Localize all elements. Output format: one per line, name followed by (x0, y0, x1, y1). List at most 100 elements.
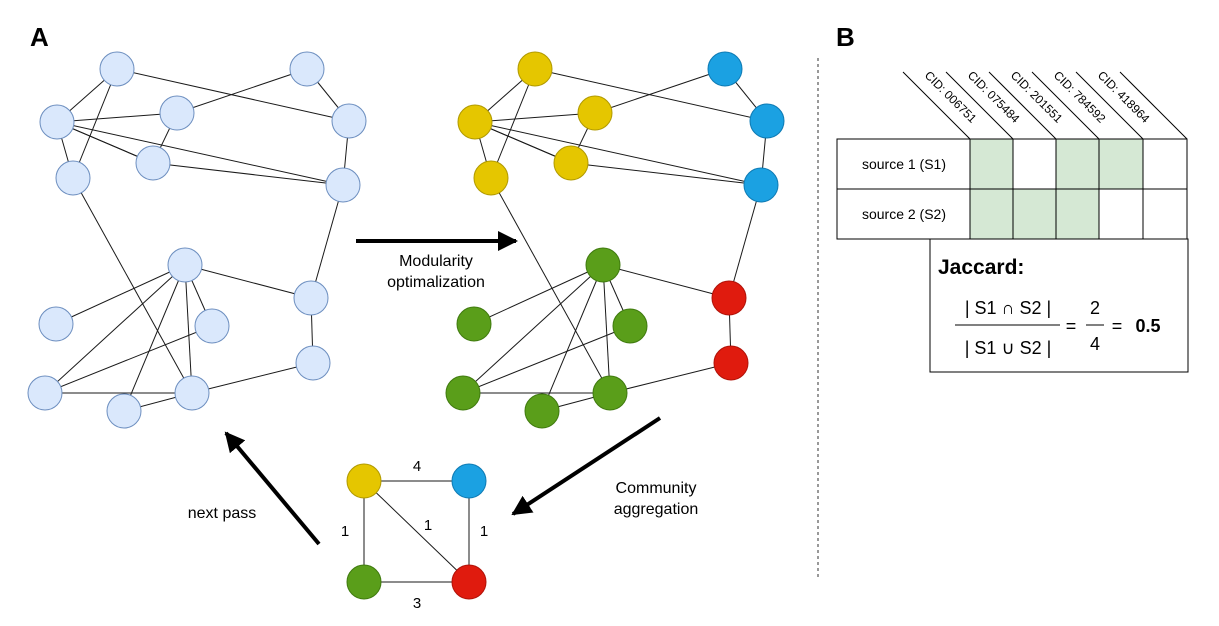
modularity-label-line2: optimalization (387, 274, 485, 291)
graph-node (612, 308, 648, 344)
graph-node (707, 51, 743, 87)
graph-edge (474, 112, 596, 123)
community-graph (445, 51, 785, 429)
cell-s1-c4 (1099, 139, 1143, 189)
graph-node (592, 375, 628, 411)
aggregated-node-blue (451, 463, 487, 499)
graph-node (445, 375, 481, 411)
graph-node (27, 375, 63, 411)
graph-node (99, 51, 135, 87)
graph-edge (310, 184, 344, 299)
cell-s2-c2 (1013, 189, 1056, 239)
graph-edge (490, 68, 536, 179)
graph-node (585, 247, 621, 283)
graph-node (295, 345, 331, 381)
weight-diagonal: 1 (424, 517, 432, 534)
aggregated-node-red (451, 564, 487, 600)
graph-node (135, 145, 171, 181)
graph-edge (570, 162, 762, 186)
graph-node (55, 160, 91, 196)
row-label-s1: source 1 (S1) (862, 156, 946, 172)
jaccard-equals-2: = (1112, 316, 1123, 336)
graph-edge (56, 121, 344, 186)
graph-node (524, 393, 560, 429)
graph-edge (594, 68, 726, 114)
graph-edge (55, 264, 186, 325)
graph-edge (152, 162, 344, 186)
graph-node (517, 51, 553, 87)
graph-node (553, 145, 589, 181)
next-pass-label: next pass (188, 505, 256, 522)
graph-edge (462, 264, 604, 394)
membership-table: CID: 006751 CID: 075484 CID: 201551 CID:… (836, 68, 1188, 240)
graph-edge (116, 68, 350, 122)
graph-edge (462, 325, 631, 394)
graph-node (456, 306, 492, 342)
aggregated-node-green (346, 564, 382, 600)
graph-node (713, 345, 749, 381)
jaccard-value-numerator: 2 (1090, 298, 1100, 318)
graph-edge (56, 112, 178, 123)
aggregated-graph: 4 3 1 1 1 (341, 458, 488, 612)
graph-edge (44, 264, 186, 394)
graph-edge (191, 362, 314, 394)
row-label-s2: source 2 (S2) (862, 206, 946, 222)
graph-node (174, 375, 210, 411)
jaccard-box: Jaccard: | S1 ∩ S2 | | S1 ∪ S2 | = 2 4 =… (929, 238, 1189, 373)
graph-node (167, 247, 203, 283)
graph-edge (728, 184, 762, 299)
panel-b-label: B (836, 22, 855, 52)
graph-node (289, 51, 325, 87)
aggregation-arrow (511, 416, 662, 516)
graph-node (577, 95, 613, 131)
jaccard-value-denominator: 4 (1090, 334, 1100, 354)
graph-node (194, 308, 230, 344)
aggregated-node-yellow (346, 463, 382, 499)
graph-edge (474, 121, 762, 186)
graph-edge (44, 325, 213, 394)
graph-edge (602, 264, 730, 299)
weight-bottom: 3 (413, 595, 421, 612)
jaccard-title: Jaccard: (938, 256, 1024, 279)
graph-node (325, 167, 361, 203)
graph-node (106, 393, 142, 429)
graph-edge (184, 264, 312, 299)
cell-s2-c3 (1056, 189, 1099, 239)
graph-edge (602, 264, 611, 394)
next-pass-arrow (224, 431, 321, 546)
graph-edge (473, 264, 604, 325)
graph-edge (184, 264, 193, 394)
graph-edge (490, 177, 611, 394)
graph-edge (176, 68, 308, 114)
jaccard-equals-1: = (1066, 316, 1077, 336)
graph-edge (541, 264, 604, 412)
aggregation-label-line1: Community (616, 480, 697, 497)
graph-edge (72, 68, 118, 179)
graph-edge (534, 68, 768, 122)
graph-node (331, 103, 367, 139)
graph-node (38, 306, 74, 342)
jaccard-numerator: | S1 ∩ S2 | (965, 298, 1051, 318)
cell-s1-c3 (1056, 139, 1099, 189)
panel-a-label: A (30, 22, 49, 52)
weight-left: 1 (341, 523, 349, 540)
weight-right: 1 (480, 523, 488, 540)
graph-node (293, 280, 329, 316)
original-graph (27, 51, 367, 429)
cell-s2-c1 (970, 189, 1013, 239)
graph-edge (609, 362, 732, 394)
graph-node (457, 104, 493, 140)
weight-top: 4 (413, 458, 421, 475)
graph-node (159, 95, 195, 131)
graph-node (743, 167, 779, 203)
cell-s1-c1 (970, 139, 1013, 189)
aggregation-label-line2: aggregation (614, 501, 699, 518)
graph-node (749, 103, 785, 139)
graph-node (473, 160, 509, 196)
jaccard-result: 0.5 (1135, 316, 1160, 336)
graph-edge (123, 264, 186, 412)
jaccard-denominator: | S1 ∪ S2 | (965, 338, 1052, 358)
modularity-label-line1: Modularity (399, 253, 473, 270)
graph-edge (72, 177, 193, 394)
